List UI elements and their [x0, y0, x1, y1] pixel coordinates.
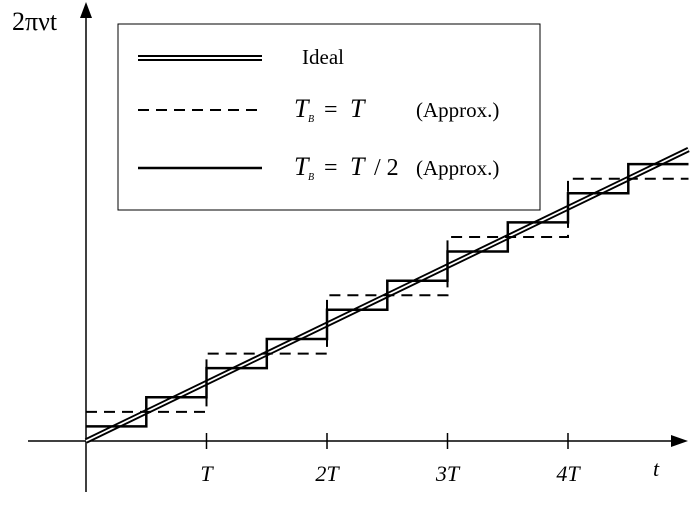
legend-tb-t-equals: = — [324, 97, 338, 123]
series-3-tb-half-step-line — [86, 162, 689, 428]
legend-tb-t-note: (Approx.) — [416, 98, 499, 122]
legend-tb-t-subscript: B — [308, 114, 314, 125]
legend-ideal-label: Ideal — [302, 45, 344, 69]
series-layer — [84, 147, 690, 444]
axes: 2πνt t — [12, 2, 688, 492]
legend-tb-half-symbol: T — [294, 152, 310, 181]
x-axis-label: t — [653, 456, 660, 481]
legend-tb-t-symbol: T — [294, 94, 310, 123]
legend-tb-half-subscript: B — [308, 172, 314, 183]
x-tick-label-4: 4T — [556, 461, 581, 486]
x-tick-label-3: 3T — [435, 461, 461, 486]
x-tick-label-1: T — [200, 461, 214, 486]
legend-tb-half-divisor: / 2 — [374, 155, 399, 181]
y-axis-label: 2πνt — [12, 7, 58, 36]
x-axis-arrow — [671, 435, 688, 447]
x-ticks: T 2T 3T 4T — [200, 433, 581, 486]
legend: Ideal T B = T (Approx.) T B = T / 2 (App… — [117, 23, 541, 211]
legend-tb-half-equals: = — [324, 155, 338, 181]
y-axis-arrow — [80, 2, 92, 18]
legend-tb-t-rhs: T — [350, 94, 366, 123]
x-tick-label-2: 2T — [315, 461, 340, 486]
legend-tb-half-rhs: T — [350, 152, 366, 181]
legend-tb-half-note: (Approx.) — [416, 156, 499, 180]
